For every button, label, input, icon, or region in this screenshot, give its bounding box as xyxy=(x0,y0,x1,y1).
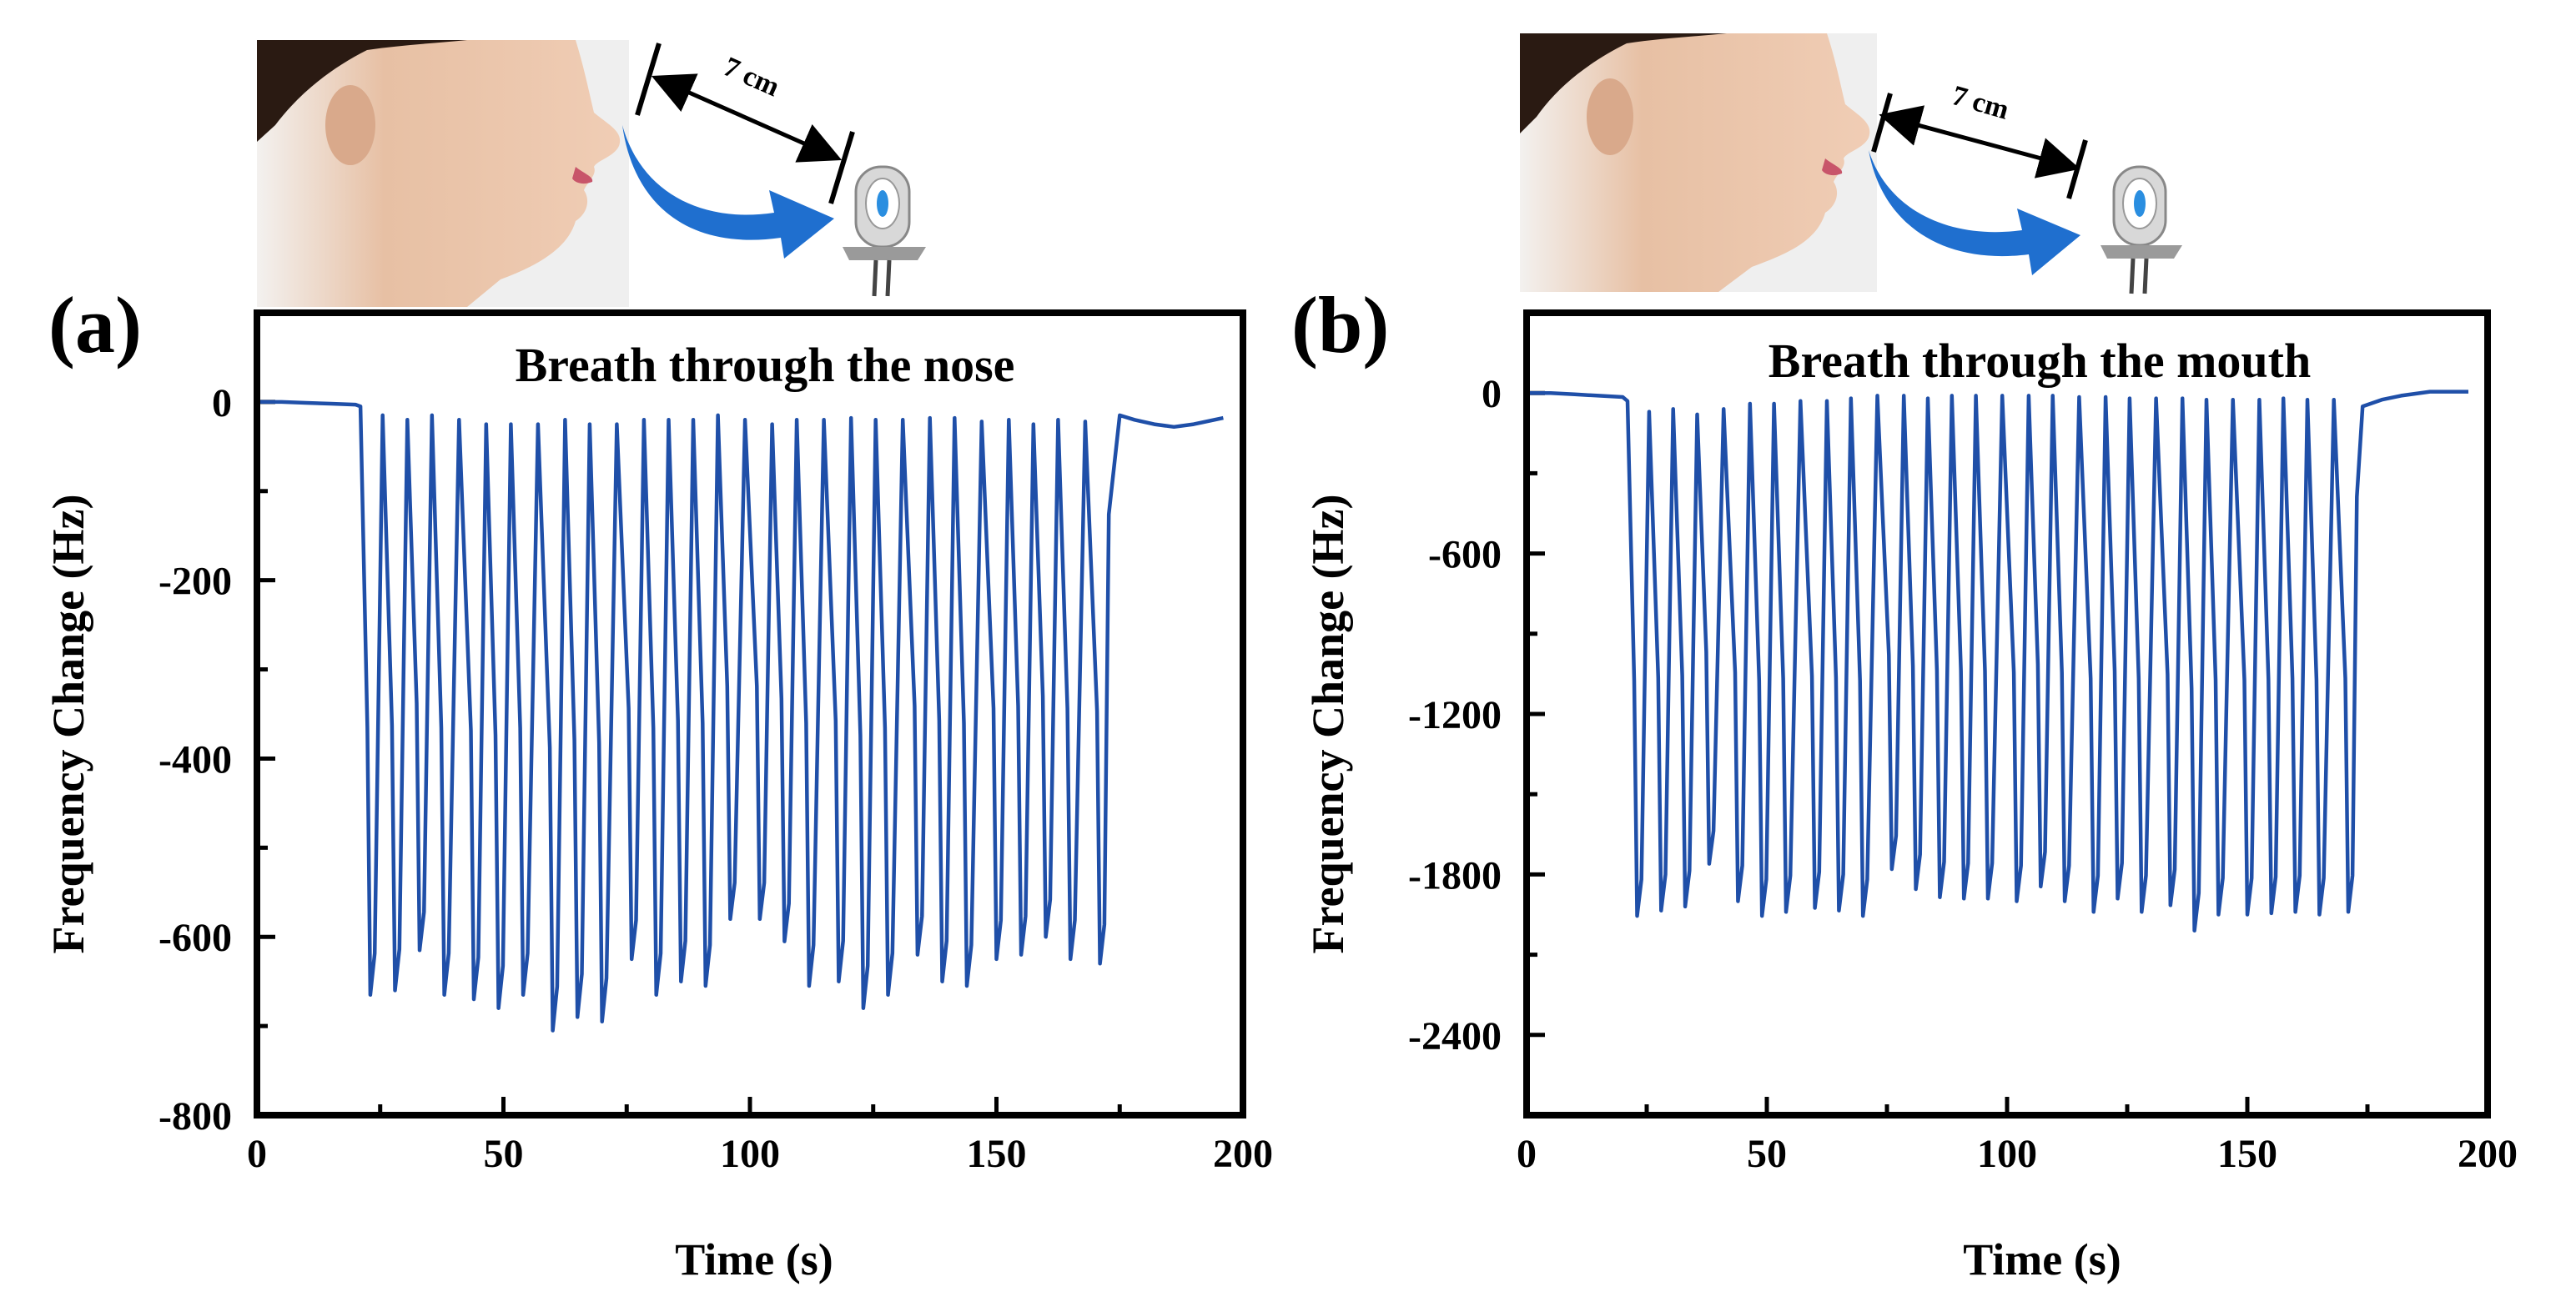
x-axis-label-a: Time (s) xyxy=(675,1234,833,1284)
x-tick-label: 100 xyxy=(1977,1132,2037,1176)
airflow-arrow xyxy=(1869,150,2080,275)
series-line-mouth xyxy=(1527,390,2468,933)
x-tick-label: 0 xyxy=(1517,1132,1537,1176)
y-tick-label: 0 xyxy=(212,381,232,425)
x-tick-label: 50 xyxy=(484,1132,524,1176)
face-photo xyxy=(1520,33,1877,292)
plot-frame-a xyxy=(254,309,1246,1119)
x-tick-label: 150 xyxy=(967,1132,1027,1176)
x-axis-label-b: Time (s) xyxy=(1963,1234,2121,1284)
y-tick-label: -600 xyxy=(158,916,232,960)
illustration-b: 7 cm xyxy=(1520,33,2182,294)
x-tick-label: 200 xyxy=(1213,1132,1273,1176)
series-line-nose xyxy=(257,400,1224,1033)
distance-indicator: 7 cm xyxy=(1871,80,2088,199)
face-photo xyxy=(257,40,629,307)
illustration-a: 7 cm xyxy=(257,40,926,307)
y-tick-label: -800 xyxy=(158,1094,232,1139)
x-tick-label: 0 xyxy=(247,1132,267,1176)
panel-b: 7 cm (b) Breath through the mouth Freque… xyxy=(1291,33,2518,1284)
y-tick-label: -200 xyxy=(158,560,232,604)
plot-frame-b xyxy=(1523,309,2491,1119)
sensor-device xyxy=(2101,165,2182,294)
panel-label-b: (b) xyxy=(1291,280,1389,369)
panel-a: 7 cm (a) Breath through the nose Frequen… xyxy=(43,40,1273,1284)
y-tick-label: -2400 xyxy=(1408,1014,1502,1058)
y-tick-label: -600 xyxy=(1428,533,1502,577)
distance-label: 7 cm xyxy=(1949,80,2012,126)
distance-indicator: 7 cm xyxy=(635,43,855,204)
sensor-device xyxy=(843,165,926,297)
y-tick-label: -1800 xyxy=(1408,853,1502,897)
chart-title-a: Breath through the nose xyxy=(516,338,1015,392)
x-tick-label: 100 xyxy=(720,1132,780,1176)
x-tick-label: 150 xyxy=(2217,1132,2277,1176)
airflow-arrow xyxy=(622,125,834,259)
x-tick-label: 50 xyxy=(1747,1132,1787,1176)
y-tick-label: -1200 xyxy=(1408,693,1502,737)
chart-title-b: Breath through the mouth xyxy=(1768,334,2311,388)
tick-labels-b: 0 50 100 150 200 0 -600 -1200 -1800 -2400 xyxy=(1408,372,2518,1176)
tick-labels-a: 0 50 100 150 200 0 -200 -400 -600 -800 xyxy=(158,381,1273,1176)
panel-label-a: (a) xyxy=(48,280,142,369)
y-axis-label-b: Frequency Change (Hz) xyxy=(1303,495,1353,954)
distance-label: 7 cm xyxy=(719,52,784,103)
x-tick-label: 200 xyxy=(2458,1132,2518,1176)
y-tick-label: 0 xyxy=(1482,372,1502,416)
y-axis-label-a: Frequency Change (Hz) xyxy=(43,495,93,954)
y-tick-label: -400 xyxy=(158,737,232,782)
